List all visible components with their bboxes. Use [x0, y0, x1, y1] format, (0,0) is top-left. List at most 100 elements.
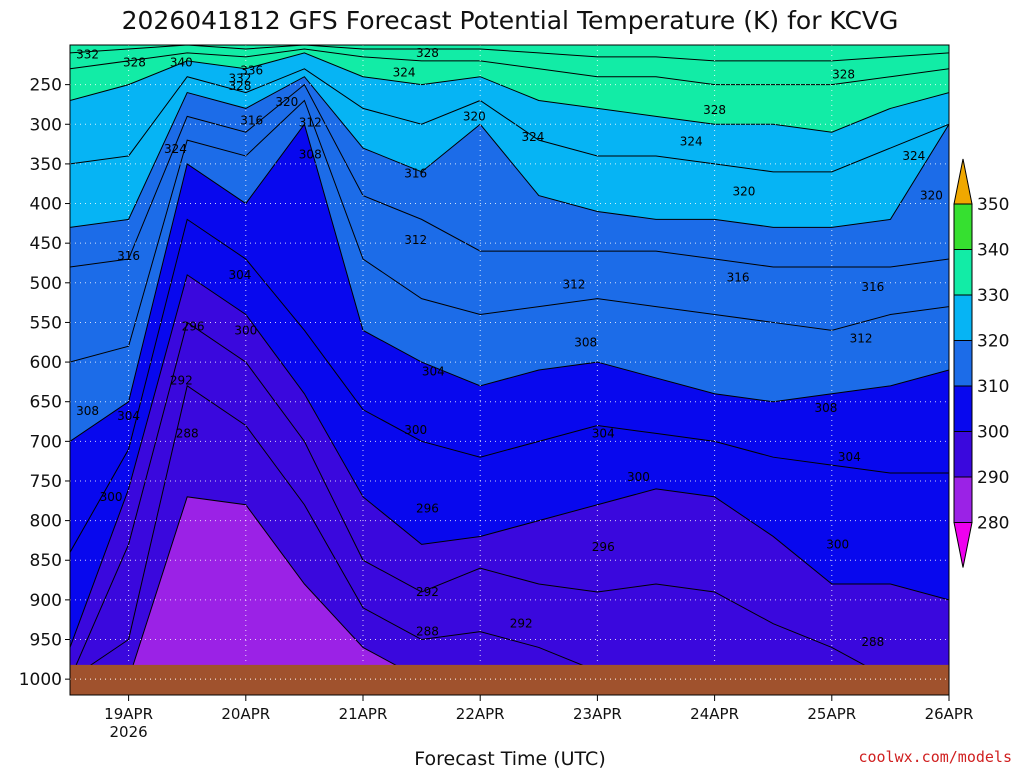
y-tick-label: 850: [30, 551, 62, 571]
colorbar-tick-label: 320: [977, 332, 1009, 352]
contour-label: 292: [170, 373, 193, 387]
contour-label: 304: [838, 450, 861, 464]
contour-label: 292: [510, 617, 533, 631]
contour-label: 304: [117, 409, 140, 423]
colorbar: 280 290 300 310 320 330 340 350: [953, 158, 1009, 568]
isentrope-336: [70, 45, 949, 62]
contour-label: 308: [814, 401, 837, 415]
contour-label: 292: [416, 585, 439, 599]
colorbar-tick-label: 290: [977, 468, 1009, 488]
y-tick-label: 700: [30, 432, 62, 452]
contour-label: 304: [592, 426, 615, 440]
contour-label: 336: [240, 63, 263, 77]
isentrope-304: [70, 218, 949, 553]
contour-label: 300: [826, 537, 849, 551]
y-tick-label: 900: [30, 591, 62, 611]
y-tick-label: 600: [30, 353, 62, 373]
contour-label: 324: [521, 130, 544, 144]
contour-label: 316: [861, 280, 884, 294]
contour-label: 300: [627, 470, 650, 484]
isentrope-lines: [70, 45, 949, 680]
colorbar-over-arrow: [953, 158, 973, 205]
isentrope-316: [70, 83, 949, 268]
contour-label: 320: [275, 95, 298, 109]
y-tick-label: 950: [30, 631, 62, 651]
colorbar-tick-label: 300: [977, 423, 1009, 443]
theta-fill-layer: [70, 45, 949, 695]
contour-label: 300: [404, 423, 427, 437]
contour-label: 288: [416, 625, 439, 639]
colorbar-under-arrow: [953, 522, 973, 568]
contour-label: 320: [732, 185, 755, 199]
y-tick-label: 550: [30, 313, 62, 333]
contour-label: 316: [727, 270, 750, 284]
contour-label: 324: [393, 66, 416, 80]
colorbar-band-330: [953, 249, 973, 296]
y-axis: 250 300 350 400 450 500 550 600 650 700 750 800 850 9…: [19, 76, 70, 690]
contour-label: 320: [463, 109, 486, 123]
y-tick-label: 750: [30, 472, 62, 492]
contour-label: 308: [76, 404, 99, 418]
contour-label: 304: [228, 268, 251, 282]
contour-label: 324: [164, 142, 187, 156]
contour-label: 328: [123, 55, 146, 69]
isentrope-308: [70, 123, 949, 442]
colorbar-band-340: [953, 203, 973, 250]
ground-below-surface: [70, 664, 949, 695]
y-tick-label: 400: [30, 195, 62, 215]
contour-label: 288: [861, 635, 884, 649]
contour-label: 312: [404, 233, 427, 247]
contour-label: 332: [228, 71, 251, 85]
x-tick-label: 24APR: [690, 705, 739, 723]
x-tick-label: 20APR: [221, 705, 270, 723]
isentrope-296: [70, 321, 949, 680]
x-tick-label: 21APR: [339, 705, 388, 723]
contour-label: 328: [416, 46, 439, 60]
gridlines: [70, 45, 949, 695]
y-tick-label: 500: [30, 274, 62, 294]
contour-label: 328: [228, 79, 251, 93]
contour-label: 296: [182, 319, 205, 333]
y-tick-label: 350: [30, 155, 62, 175]
isentrope-300: [70, 274, 949, 648]
contour-label: 312: [850, 331, 873, 345]
colorbar-band-300: [953, 385, 973, 432]
contour-label: 328: [703, 103, 726, 117]
contour-label: 308: [299, 147, 322, 161]
isentrope-320: [70, 76, 949, 228]
contour-label: 316: [240, 113, 263, 127]
contour-label: 300: [234, 323, 257, 337]
contour-label: 316: [117, 249, 140, 263]
theta-fill-below-288: [70, 496, 949, 695]
contour-label: 296: [416, 502, 439, 516]
y-tick-label: 250: [30, 76, 62, 96]
x-tick-sublabel: 2026: [110, 723, 148, 741]
ground-layer: [70, 664, 949, 695]
contour-label: 332: [76, 48, 99, 62]
contour-label: 312: [299, 116, 322, 130]
contour-label: 328: [832, 67, 855, 81]
isentrope-332: [70, 48, 949, 86]
isentrope-312: [70, 99, 949, 363]
y-tick-label: 800: [30, 512, 62, 532]
y-tick-label: 650: [30, 393, 62, 413]
colorbar-band-310: [953, 340, 973, 387]
isentrope-328: [70, 52, 949, 133]
contour-label: 296: [592, 540, 615, 554]
x-tick-label: 22APR: [456, 705, 505, 723]
x-tick-label: 26APR: [925, 705, 974, 723]
colorbar-tick-label: 340: [977, 241, 1009, 261]
colorbar-tick-label: 280: [977, 514, 1009, 534]
colorbar-tick-label: 350: [977, 195, 1009, 215]
contour-label: 300: [100, 490, 123, 504]
source-credit: coolwx.com/models: [858, 748, 1012, 766]
x-tick-label: 25APR: [807, 705, 856, 723]
contour-label: 304: [422, 365, 445, 379]
x-axis-label: Forecast Time (UTC): [414, 748, 605, 768]
isentrope-324: [70, 68, 949, 173]
contour-label: 316: [404, 166, 427, 180]
